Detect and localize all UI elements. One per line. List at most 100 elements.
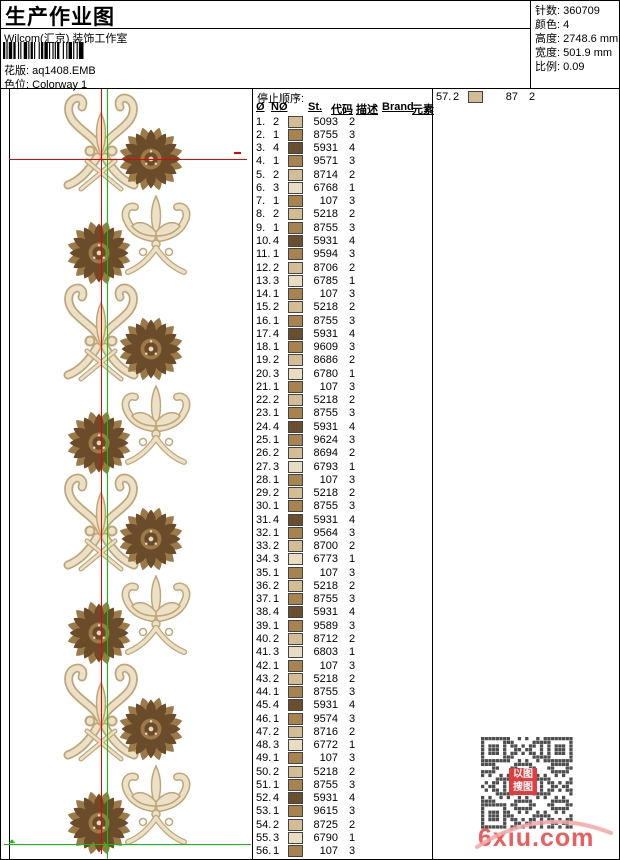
table-column1-divider bbox=[252, 89, 253, 859]
color-code: 2 bbox=[529, 90, 536, 103]
stop-sequence-column-2: 57. 2 87 2 bbox=[433, 90, 611, 103]
color-code: 3 bbox=[349, 128, 356, 141]
stitch-count: 9571 bbox=[313, 155, 338, 168]
row-number: 9. bbox=[256, 221, 266, 234]
info-panel: 针数: 360709 颜色: 4 高度: 2748.6 mm 宽度: 501.9 mm… bbox=[535, 4, 619, 74]
needle-number: 1 bbox=[273, 407, 280, 420]
color-code: 2 bbox=[349, 354, 356, 367]
stop-row: 55. 3 6790 1 bbox=[253, 831, 431, 844]
stop-row: 45. 4 5931 4 bbox=[253, 699, 431, 712]
row-number: 34. bbox=[256, 553, 272, 566]
info-divider bbox=[530, 1, 531, 88]
row-number: 33. bbox=[256, 540, 272, 553]
stitch-count: 5931 bbox=[313, 327, 338, 340]
color-swatch bbox=[288, 394, 303, 407]
row-number: 51. bbox=[256, 778, 272, 791]
row-number: 46. bbox=[256, 712, 272, 725]
needle-number: 2 bbox=[273, 540, 280, 553]
color-code: 3 bbox=[349, 593, 356, 606]
stop-row: 14. 1 107 3 bbox=[253, 287, 431, 301]
header-divider bbox=[1, 88, 619, 89]
stitch-count: 5931 bbox=[313, 792, 338, 805]
color-code: 3 bbox=[349, 805, 356, 818]
needle-number: 3 bbox=[273, 181, 280, 194]
color-swatch bbox=[288, 434, 303, 446]
color-code: 2 bbox=[349, 301, 356, 314]
row-number: 24. bbox=[256, 420, 272, 433]
stop-row: 56. 1 107 3 bbox=[253, 845, 431, 858]
needle-number: 1 bbox=[273, 314, 280, 327]
stop-row: 50. 2 5218 2 bbox=[253, 765, 431, 778]
row-number: 32. bbox=[256, 526, 272, 539]
needle-number: 1 bbox=[273, 845, 280, 858]
color-swatch bbox=[288, 646, 303, 659]
stop-row: 12. 2 8706 2 bbox=[253, 261, 431, 274]
needle-number: 2 bbox=[273, 208, 280, 221]
stitch-count: 9589 bbox=[313, 619, 338, 632]
stitch-count: 107 bbox=[319, 845, 338, 858]
color-code: 3 bbox=[349, 778, 356, 791]
stitch-count: 107 bbox=[319, 473, 338, 486]
row-number: 1. bbox=[256, 115, 266, 128]
column-header-1: Ø bbox=[256, 101, 265, 113]
stitch-count: 107 bbox=[319, 195, 338, 208]
stop-row: 27. 3 6793 1 bbox=[253, 460, 431, 473]
color-swatch bbox=[288, 526, 303, 539]
needle-number: 2 bbox=[453, 90, 460, 103]
color-swatch bbox=[288, 487, 303, 500]
color-code: 2 bbox=[349, 725, 356, 738]
stop-row: 36. 2 5218 2 bbox=[253, 579, 431, 592]
color-swatch bbox=[288, 407, 303, 420]
color-code: 2 bbox=[349, 579, 356, 592]
stop-row: 51. 1 8755 3 bbox=[253, 778, 431, 791]
color-code: 3 bbox=[349, 314, 356, 327]
stitch-count: 9564 bbox=[313, 526, 338, 539]
stop-row: 40. 2 8712 2 bbox=[253, 632, 431, 645]
needle-number: 1 bbox=[273, 593, 280, 606]
color-code: 1 bbox=[349, 553, 356, 566]
stop-row: 43. 2 5218 2 bbox=[253, 672, 431, 685]
stop-row: 16. 1 8755 3 bbox=[253, 314, 431, 327]
needle-number: 1 bbox=[273, 434, 280, 446]
needle-number: 3 bbox=[273, 367, 280, 380]
row-number: 44. bbox=[256, 686, 272, 699]
needle-number: 1 bbox=[273, 805, 280, 818]
row-number: 4. bbox=[256, 155, 266, 168]
stitch-count: 5218 bbox=[313, 765, 338, 778]
needle-number: 4 bbox=[273, 235, 280, 248]
row-number: 31. bbox=[256, 513, 272, 526]
stop-row: 54. 2 8725 2 bbox=[253, 818, 431, 831]
needle-number: 3 bbox=[273, 739, 280, 752]
row-number: 25. bbox=[256, 434, 272, 446]
color-swatch bbox=[288, 261, 303, 274]
stop-row: 30. 1 8755 3 bbox=[253, 500, 431, 513]
needle-number: 1 bbox=[273, 248, 280, 261]
row-number: 54. bbox=[256, 818, 272, 831]
stitch-count: 107 bbox=[319, 566, 338, 579]
color-swatch bbox=[468, 90, 483, 103]
needle-number: 2 bbox=[273, 818, 280, 831]
color-code: 2 bbox=[349, 487, 356, 500]
color-swatch bbox=[288, 579, 303, 592]
needle-number: 1 bbox=[273, 380, 280, 393]
stitch-count: 107 bbox=[319, 659, 338, 672]
color-code: 3 bbox=[349, 341, 356, 354]
color-code: 3 bbox=[349, 155, 356, 168]
stitch-count: 6803 bbox=[313, 646, 338, 659]
color-swatch bbox=[288, 447, 303, 460]
needle-number: 2 bbox=[273, 115, 280, 128]
stitch-count: 87 bbox=[505, 90, 518, 103]
stitch-count: 8706 bbox=[313, 261, 338, 274]
stitch-count: 8755 bbox=[313, 407, 338, 420]
stop-row: 15. 2 5218 2 bbox=[253, 301, 431, 314]
needle-number: 1 bbox=[273, 659, 280, 672]
stop-row: 38. 4 5931 4 bbox=[253, 606, 431, 619]
row-number: 53. bbox=[256, 805, 272, 818]
title-divider bbox=[1, 28, 530, 29]
needle-number: 1 bbox=[273, 288, 280, 301]
row-number: 28. bbox=[256, 473, 272, 486]
row-number: 36. bbox=[256, 579, 272, 592]
color-code: 1 bbox=[349, 367, 356, 380]
stitch-count: 5931 bbox=[313, 235, 338, 248]
color-code: 3 bbox=[349, 195, 356, 208]
